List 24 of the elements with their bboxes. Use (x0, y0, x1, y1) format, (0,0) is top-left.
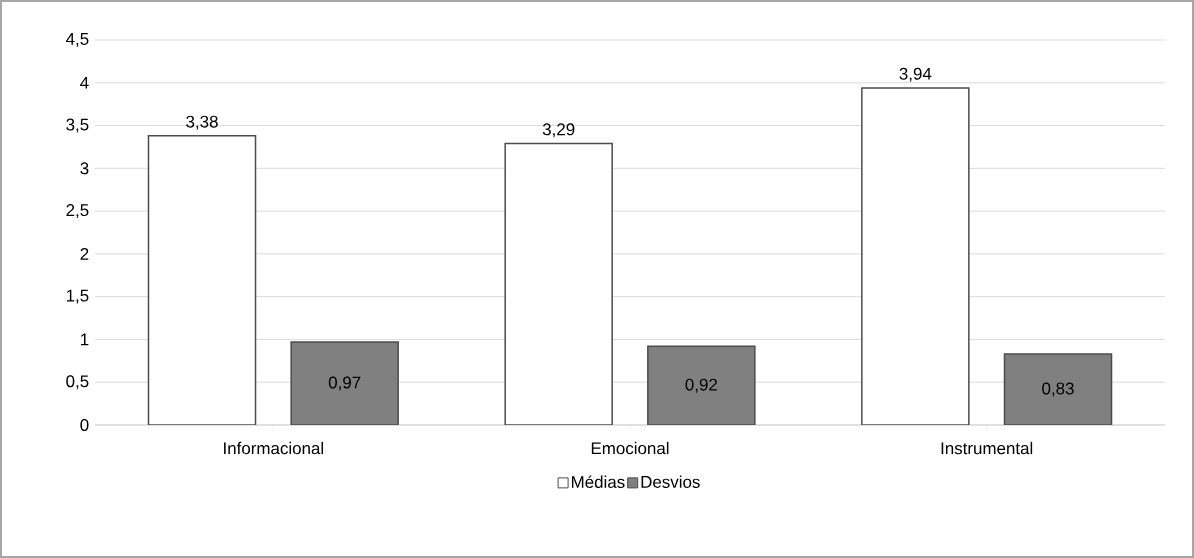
y-tick-label: 3 (80, 162, 89, 175)
y-tick-label: 1,5 (66, 289, 89, 304)
y-tick-label: 4 (80, 76, 89, 89)
legend-label: Desvios (641, 475, 700, 488)
y-tick-label: 0 (80, 419, 89, 431)
data-label: 3,29 (542, 123, 575, 138)
x-tick-label: Instrumental (941, 441, 1033, 455)
data-label: 3,94 (899, 67, 932, 82)
y-tick-label: 1 (81, 333, 89, 346)
x-tick-label: Informacional (224, 441, 324, 455)
bar (290, 341, 399, 425)
y-tick-label: 2,5 (66, 204, 89, 219)
y-tick-label: 2 (80, 247, 89, 260)
x-tick-label: Emocional (591, 441, 669, 455)
data-label: 3,38 (186, 115, 218, 130)
data-label: 0,83 (1042, 382, 1074, 397)
y-tick-label: 3,5 (66, 118, 89, 133)
text: Médias (571, 475, 625, 489)
bar (647, 345, 756, 425)
bar (1003, 353, 1113, 425)
y-tick-label: 4,5 (66, 33, 89, 47)
y-tick-label: 0,5 (66, 375, 89, 390)
data-label: 0,92 (685, 378, 717, 393)
data-label: 0,97 (328, 376, 361, 391)
